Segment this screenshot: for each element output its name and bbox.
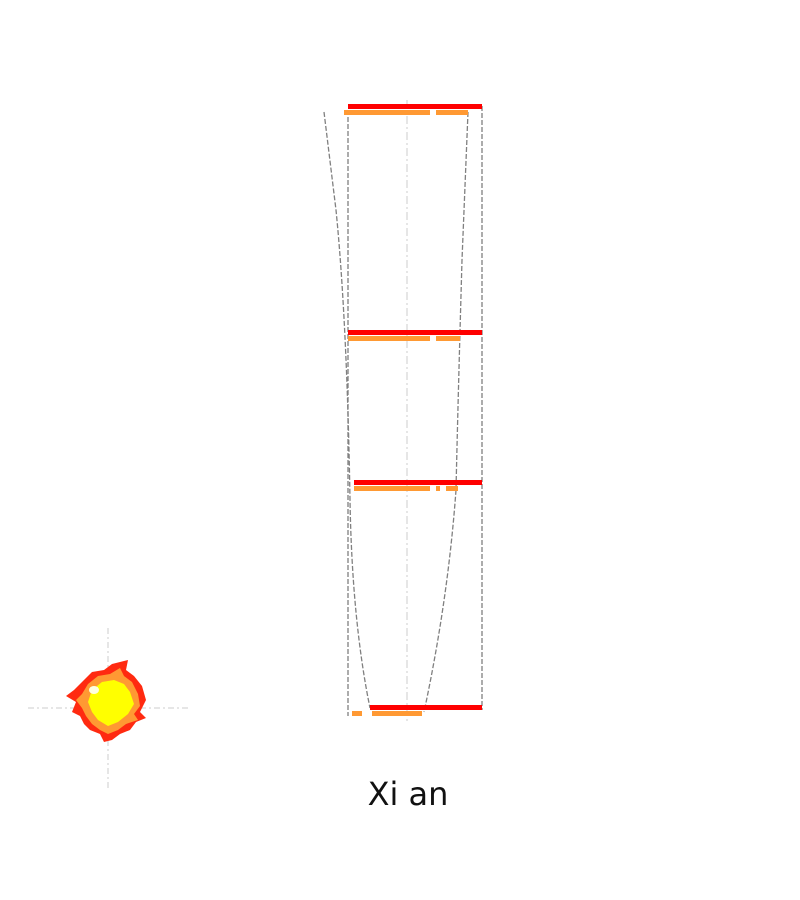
- level-3-secondary-bar-2: [436, 486, 440, 491]
- level-3-secondary-bar-3: [446, 486, 458, 491]
- level-bars: [344, 104, 482, 716]
- tower-right-curve: [423, 111, 469, 713]
- diagram-title: Xi an: [367, 775, 449, 813]
- level-1-primary-bar: [348, 104, 482, 109]
- level-4-primary-bar: [370, 705, 482, 710]
- level-2-secondary-bar: [348, 336, 430, 341]
- level-2: [348, 330, 482, 341]
- level-2-primary-bar: [348, 330, 482, 335]
- level-1-secondary-bar: [344, 110, 430, 115]
- level-4-secondary-bar-2: [372, 711, 422, 716]
- level-3: [354, 480, 482, 491]
- level-1-secondary-bar-2: [436, 110, 468, 115]
- level-4: [352, 705, 482, 716]
- level-1: [344, 104, 482, 115]
- blob-shape: [66, 660, 146, 742]
- level-3-primary-bar: [354, 480, 482, 485]
- level-3-secondary-bar: [354, 486, 430, 491]
- tower-left-curve: [323, 111, 371, 709]
- tower-outline: [323, 100, 483, 722]
- blob-core: [88, 680, 134, 726]
- level-2-secondary-bar-2: [436, 336, 460, 341]
- level-4-secondary-bar: [352, 711, 362, 716]
- blob-highlight: [89, 686, 99, 694]
